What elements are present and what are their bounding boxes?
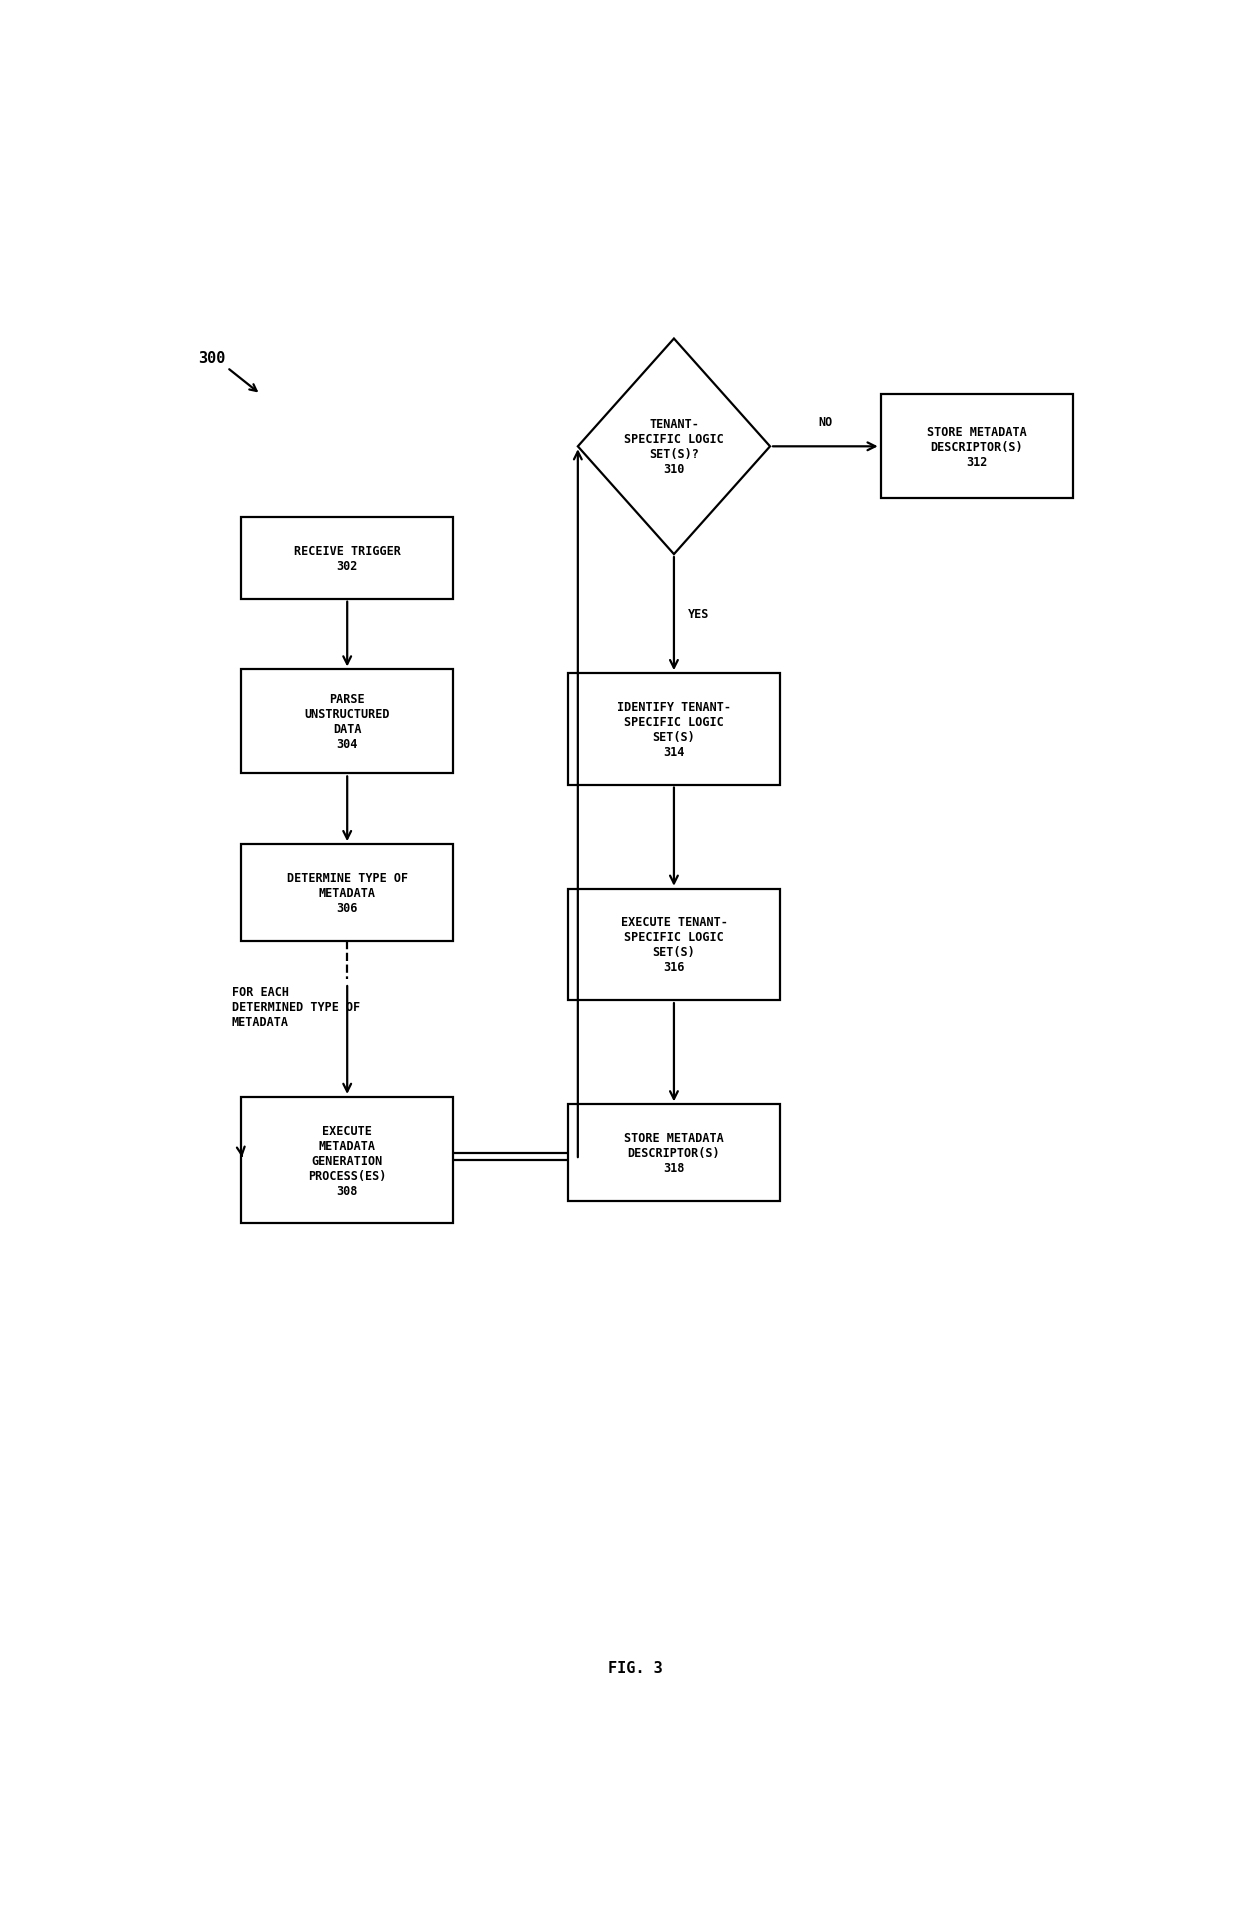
- Bar: [242, 1098, 453, 1224]
- Text: EXECUTE TENANT-
SPECIFIC LOGIC
SET(S)
316: EXECUTE TENANT- SPECIFIC LOGIC SET(S) 31…: [620, 917, 728, 975]
- Text: TENANT-
SPECIFIC LOGIC
SET(S)?
310: TENANT- SPECIFIC LOGIC SET(S)? 310: [624, 419, 724, 477]
- Text: STORE METADATA
DESCRIPTOR(S)
312: STORE METADATA DESCRIPTOR(S) 312: [926, 427, 1027, 469]
- Text: FOR EACH
DETERMINED TYPE OF
METADATA: FOR EACH DETERMINED TYPE OF METADATA: [232, 986, 360, 1029]
- Text: RECEIVE TRIGGER
302: RECEIVE TRIGGER 302: [294, 544, 401, 573]
- Text: YES: YES: [688, 608, 709, 621]
- Bar: [242, 517, 453, 600]
- Polygon shape: [578, 340, 770, 554]
- Bar: [242, 845, 453, 942]
- Text: 300: 300: [198, 351, 226, 365]
- Text: FIG. 3: FIG. 3: [608, 1660, 663, 1675]
- Text: PARSE
UNSTRUCTURED
DATA
304: PARSE UNSTRUCTURED DATA 304: [305, 693, 389, 751]
- Text: STORE METADATA
DESCRIPTOR(S)
318: STORE METADATA DESCRIPTOR(S) 318: [624, 1131, 724, 1175]
- Text: EXECUTE
METADATA
GENERATION
PROCESS(ES)
308: EXECUTE METADATA GENERATION PROCESS(ES) …: [308, 1123, 387, 1197]
- Bar: [568, 890, 780, 1000]
- Bar: [568, 1104, 780, 1200]
- Bar: [242, 670, 453, 774]
- Bar: [568, 674, 780, 786]
- Text: IDENTIFY TENANT-
SPECIFIC LOGIC
SET(S)
314: IDENTIFY TENANT- SPECIFIC LOGIC SET(S) 3…: [618, 701, 730, 758]
- Text: NO: NO: [818, 417, 832, 428]
- Text: DETERMINE TYPE OF
METADATA
306: DETERMINE TYPE OF METADATA 306: [286, 872, 408, 915]
- Bar: [880, 396, 1073, 500]
